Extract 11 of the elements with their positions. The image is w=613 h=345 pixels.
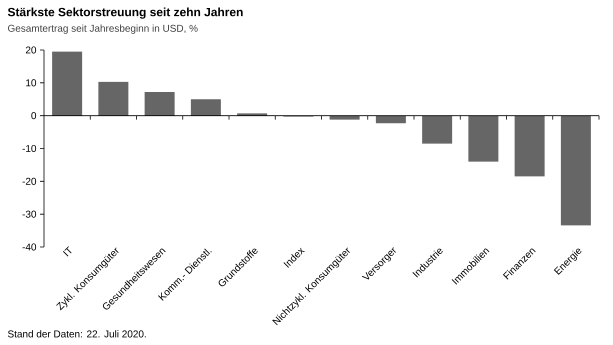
x-tick-label: IT: [62, 246, 72, 257]
y-tick-label: -20: [22, 178, 36, 185]
chart-title: Stärkste Sektorstreuung seit zehn Jahren: [8, 8, 243, 19]
chart-subtitle: Gesamtertrag seit Jahresbeginn in USD, %: [8, 24, 198, 34]
y-tick-label: 0: [31, 112, 36, 120]
y-tick-label: 20: [26, 46, 36, 54]
text: Stand der Daten: 22. Juli 2020.: [8, 330, 146, 338]
y-tick-label: -10: [22, 144, 36, 152]
y-tick-label: 10: [26, 79, 36, 86]
y-tick-label: -40: [22, 243, 36, 251]
y-tick-label: -30: [22, 210, 36, 218]
